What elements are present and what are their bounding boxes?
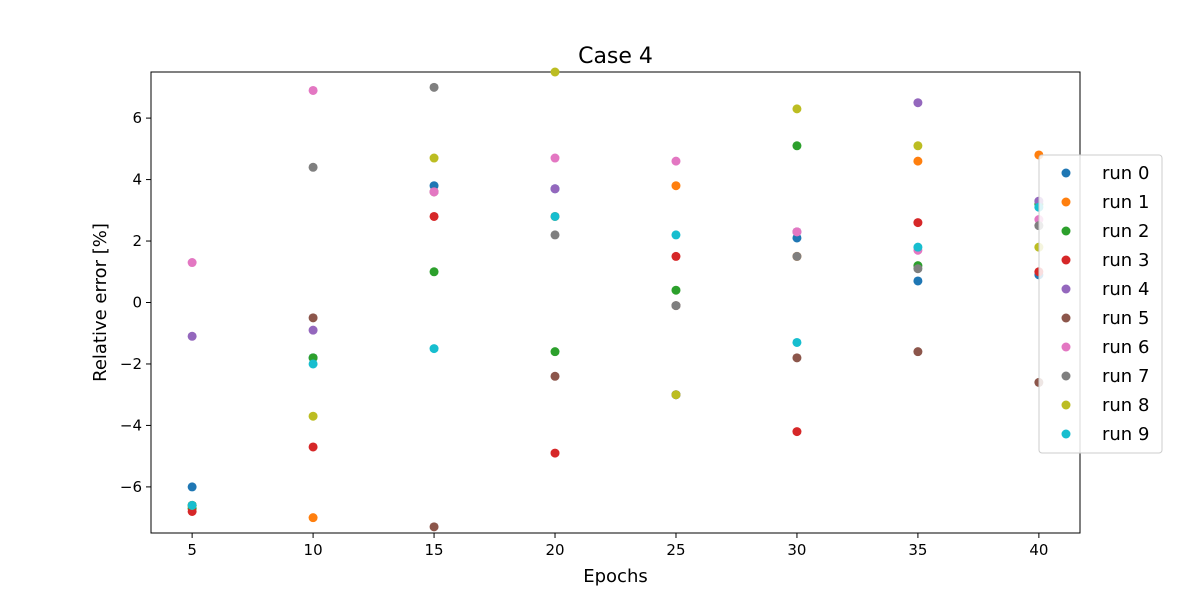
data-point-run-4 [913, 98, 923, 108]
data-point-run-4 [187, 331, 197, 341]
data-point-run-6 [792, 227, 802, 237]
legend-marker [1061, 400, 1071, 410]
data-point-run-7 [550, 230, 560, 240]
y-tick-label: −6 [120, 478, 142, 496]
data-point-run-3 [913, 218, 923, 228]
data-point-run-5 [792, 353, 802, 363]
legend-label: run 3 [1102, 250, 1149, 271]
data-point-run-7 [308, 162, 318, 172]
axes: 5 10 15 20 25 30 35 40 −6 −4 −2 0 2 4 6 [120, 71, 1081, 559]
plot-frame [150, 71, 1081, 534]
data-point-run-8 [550, 67, 560, 77]
data-point-run-2 [671, 285, 681, 295]
legend-label: run 0 [1102, 163, 1149, 184]
data-point-run-2 [792, 141, 802, 151]
data-point-run-5 [913, 347, 923, 357]
data-point-run-1 [308, 513, 318, 523]
legend-label: run 8 [1102, 395, 1149, 416]
legend-marker [1061, 313, 1071, 323]
legend-label: run 9 [1102, 424, 1149, 445]
data-point-run-3 [671, 251, 681, 261]
y-tick-label: 4 [132, 171, 142, 189]
x-tick-label: 5 [187, 541, 197, 559]
data-point-run-8 [913, 141, 923, 151]
data-point-run-7 [792, 251, 802, 261]
legend-marker [1061, 226, 1071, 236]
y-tick-label: 2 [132, 232, 142, 250]
legend-label: run 2 [1102, 221, 1149, 242]
data-point-run-0 [187, 482, 197, 492]
data-point-run-0 [913, 276, 923, 286]
data-point-run-3 [550, 448, 560, 458]
data-point-run-6 [429, 187, 439, 197]
data-point-run-6 [550, 153, 560, 163]
y-tick-label: 0 [132, 294, 142, 312]
data-point-run-9 [913, 242, 923, 252]
y-tick-label: −2 [120, 355, 142, 373]
legend-label: run 6 [1102, 337, 1149, 358]
x-tick-label: 30 [787, 541, 806, 559]
chart-title: Case 4 [578, 44, 653, 69]
x-tick-label: 20 [545, 541, 564, 559]
x-axis-label: Epochs [583, 566, 648, 587]
data-point-run-9 [308, 359, 318, 369]
data-point-run-8 [671, 390, 681, 400]
x-tick-label: 35 [908, 541, 927, 559]
y-tick-label: 6 [132, 109, 142, 127]
legend-label: run 4 [1102, 279, 1149, 300]
data-point-run-5 [308, 313, 318, 323]
data-point-run-8 [429, 153, 439, 163]
x-tick-label: 25 [666, 541, 685, 559]
legend-label: run 5 [1102, 308, 1149, 329]
data-point-run-6 [671, 156, 681, 166]
legend: run 0 run 1 run 2 run 3 run 4 run 5 run 6 run 7… [1038, 154, 1163, 454]
data-point-run-7 [429, 82, 439, 92]
legend-marker [1061, 429, 1071, 439]
data-point-run-9 [550, 211, 560, 221]
data-point-run-4 [308, 325, 318, 335]
legend-marker [1061, 284, 1071, 294]
data-point-run-3 [429, 211, 439, 221]
legend-label: run 7 [1102, 366, 1149, 387]
data-point-run-7 [671, 301, 681, 311]
data-point-run-3 [308, 442, 318, 452]
legend-label: run 1 [1102, 192, 1149, 213]
data-point-run-9 [792, 337, 802, 347]
data-point-run-8 [308, 411, 318, 421]
data-point-run-9 [429, 344, 439, 354]
x-tick-label: 10 [304, 541, 323, 559]
data-point-run-8 [792, 104, 802, 114]
y-tick-label: −4 [120, 416, 142, 434]
data-point-run-9 [187, 500, 197, 510]
data-point-run-5 [550, 371, 560, 381]
data-point-run-1 [671, 181, 681, 191]
legend-marker [1061, 371, 1071, 381]
data-point-run-2 [550, 347, 560, 357]
data-point-run-9 [671, 230, 681, 240]
data-point-run-6 [308, 85, 318, 95]
legend-marker [1061, 255, 1071, 265]
legend-marker [1061, 197, 1071, 207]
legend-marker [1061, 168, 1071, 178]
x-tick-label: 15 [425, 541, 444, 559]
data-points [187, 67, 1044, 532]
data-point-run-7 [913, 264, 923, 274]
y-axis-label: Relative error [%] [90, 223, 111, 382]
data-point-run-5 [429, 522, 439, 532]
data-point-run-2 [429, 267, 439, 277]
legend-marker [1061, 342, 1071, 352]
data-point-run-6 [187, 258, 197, 268]
data-point-run-3 [792, 427, 802, 437]
data-point-run-4 [550, 184, 560, 194]
x-tick-label: 40 [1029, 541, 1048, 559]
data-point-run-1 [913, 156, 923, 166]
